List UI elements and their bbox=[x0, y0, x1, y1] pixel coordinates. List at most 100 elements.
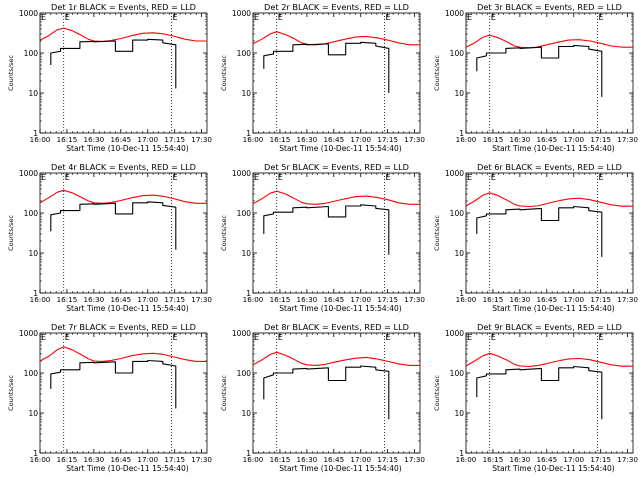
event-marker-label: E bbox=[41, 333, 46, 342]
events-series-line bbox=[263, 41, 390, 93]
x-tick-label: 16:15 bbox=[483, 295, 504, 304]
y-tick-label: 1000 bbox=[445, 9, 464, 18]
detector-panel-9: Det 9r BLACK = Events, RED = LLD 1 10 100 10… bbox=[426, 320, 639, 480]
x-tick-label: 16:00 bbox=[30, 295, 51, 304]
y-tick-label: 100 bbox=[237, 209, 252, 218]
detector-panel-1: Det 1r BLACK = Events, RED = LLD 1 10 100 10… bbox=[0, 0, 213, 160]
y-tick-label: 10 bbox=[454, 89, 464, 98]
detector-chart: Det 5r BLACK = Events, RED = LLD 1 10 100 10… bbox=[220, 162, 425, 313]
y-axis-label: Counts/sec bbox=[220, 215, 228, 251]
x-tick-label: 17:30 bbox=[404, 455, 425, 464]
y-tick-label: 1000 bbox=[19, 9, 38, 18]
x-tick-label: 17:00 bbox=[563, 135, 584, 144]
y-tick-label: 1000 bbox=[232, 329, 251, 338]
y-tick-label: 100 bbox=[24, 209, 39, 218]
x-tick-label: 16:45 bbox=[536, 455, 557, 464]
event-marker-label: E bbox=[65, 333, 70, 342]
event-marker-label: E bbox=[467, 13, 472, 22]
x-tick-label: 16:30 bbox=[297, 135, 318, 144]
x-tick-label: 16:45 bbox=[323, 135, 344, 144]
event-marker-label: E bbox=[491, 173, 496, 182]
chart-title: Det 9r BLACK = Events, RED = LLD bbox=[477, 322, 622, 332]
y-axis-label: Counts/sec bbox=[433, 375, 441, 411]
x-tick-label: 17:30 bbox=[404, 135, 425, 144]
detector-panel-8: Det 8r BLACK = Events, RED = LLD 1 10 100 10… bbox=[213, 320, 426, 480]
detector-chart: Det 9r BLACK = Events, RED = LLD 1 10 100 10… bbox=[433, 322, 638, 473]
event-marker-label: E bbox=[278, 13, 283, 22]
y-tick-label: 1000 bbox=[445, 329, 464, 338]
events-series-line bbox=[476, 365, 603, 420]
event-marker-label: E bbox=[598, 173, 603, 182]
event-marker-label: E bbox=[172, 333, 177, 342]
x-tick-label: 16:30 bbox=[84, 455, 105, 464]
x-tick-label: 16:00 bbox=[243, 135, 264, 144]
events-series-line bbox=[476, 44, 603, 97]
x-tick-label: 17:30 bbox=[191, 295, 212, 304]
x-axis-label: Start Time (10-Dec-11 15:54:40) bbox=[279, 144, 401, 153]
chart-title: Det 7r BLACK = Events, RED = LLD bbox=[51, 322, 196, 332]
x-tick-label: 16:30 bbox=[510, 455, 531, 464]
x-tick-label: 17:00 bbox=[350, 295, 371, 304]
y-tick-label: 100 bbox=[237, 369, 252, 378]
y-tick-label: 1000 bbox=[19, 169, 38, 178]
y-tick-label: 100 bbox=[24, 49, 39, 58]
x-tick-label: 16:00 bbox=[456, 455, 477, 464]
x-tick-label: 16:30 bbox=[510, 135, 531, 144]
event-marker-label: E bbox=[41, 13, 46, 22]
event-marker-label: E bbox=[254, 173, 259, 182]
x-axis-label: Start Time (10-Dec-11 15:54:40) bbox=[492, 464, 614, 473]
x-tick-label: 16:45 bbox=[536, 135, 557, 144]
lld-series-line bbox=[39, 189, 207, 204]
x-tick-label: 17:00 bbox=[137, 295, 158, 304]
y-tick-label: 10 bbox=[454, 409, 464, 418]
y-tick-label: 100 bbox=[450, 209, 465, 218]
x-tick-label: 16:15 bbox=[270, 295, 291, 304]
events-series-line bbox=[263, 365, 390, 420]
x-tick-label: 17:30 bbox=[617, 455, 638, 464]
lld-series-line bbox=[252, 190, 420, 205]
plot-frame bbox=[465, 332, 634, 454]
x-axis-label: Start Time (10-Dec-11 15:54:40) bbox=[66, 144, 188, 153]
chart-title: Det 6r BLACK = Events, RED = LLD bbox=[477, 162, 622, 172]
plot-frame bbox=[39, 12, 208, 134]
event-marker-label: E bbox=[278, 333, 283, 342]
x-tick-label: 17:15 bbox=[164, 295, 185, 304]
x-axis-label: Start Time (10-Dec-11 15:54:40) bbox=[492, 304, 614, 313]
y-tick-label: 1000 bbox=[232, 9, 251, 18]
plot-frame bbox=[465, 172, 634, 294]
detector-panel-3: Det 3r BLACK = Events, RED = LLD 1 10 100 10… bbox=[426, 0, 639, 160]
x-tick-label: 17:30 bbox=[191, 135, 212, 144]
detector-panel-2: Det 2r BLACK = Events, RED = LLD 1 10 100 10… bbox=[213, 0, 426, 160]
y-tick-label: 1 bbox=[246, 449, 251, 458]
x-tick-label: 17:00 bbox=[137, 455, 158, 464]
detector-panel-4: Det 4r BLACK = Events, RED = LLD 1 10 100 10… bbox=[0, 160, 213, 320]
plot-frame bbox=[39, 332, 208, 454]
lld-series-line bbox=[465, 352, 633, 368]
detector-panel-5: Det 5r BLACK = Events, RED = LLD 1 10 100 10… bbox=[213, 160, 426, 320]
x-tick-label: 17:30 bbox=[404, 295, 425, 304]
x-tick-label: 16:30 bbox=[84, 295, 105, 304]
lld-series-line bbox=[39, 346, 207, 362]
event-marker-label: E bbox=[254, 333, 259, 342]
x-tick-label: 16:30 bbox=[297, 295, 318, 304]
y-tick-label: 1 bbox=[459, 289, 464, 298]
y-tick-label: 1 bbox=[33, 289, 38, 298]
y-tick-label: 1 bbox=[33, 129, 38, 138]
x-axis-label: Start Time (10-Dec-11 15:54:40) bbox=[279, 464, 401, 473]
y-tick-label: 1 bbox=[246, 129, 251, 138]
x-tick-label: 17:15 bbox=[164, 135, 185, 144]
event-marker-label: E bbox=[278, 173, 283, 182]
x-tick-label: 16:45 bbox=[110, 135, 131, 144]
x-tick-label: 16:00 bbox=[243, 455, 264, 464]
x-tick-label: 17:15 bbox=[164, 455, 185, 464]
detector-panel-6: Det 6r BLACK = Events, RED = LLD 1 10 100 10… bbox=[426, 160, 639, 320]
x-tick-label: 16:30 bbox=[84, 135, 105, 144]
event-marker-label: E bbox=[385, 333, 390, 342]
x-tick-label: 16:15 bbox=[270, 455, 291, 464]
x-tick-label: 16:00 bbox=[456, 295, 477, 304]
event-marker-label: E bbox=[385, 13, 390, 22]
y-tick-label: 1000 bbox=[232, 169, 251, 178]
y-tick-label: 100 bbox=[450, 49, 465, 58]
detector-chart: Det 6r BLACK = Events, RED = LLD 1 10 100 10… bbox=[433, 162, 638, 313]
x-tick-label: 16:45 bbox=[536, 295, 557, 304]
